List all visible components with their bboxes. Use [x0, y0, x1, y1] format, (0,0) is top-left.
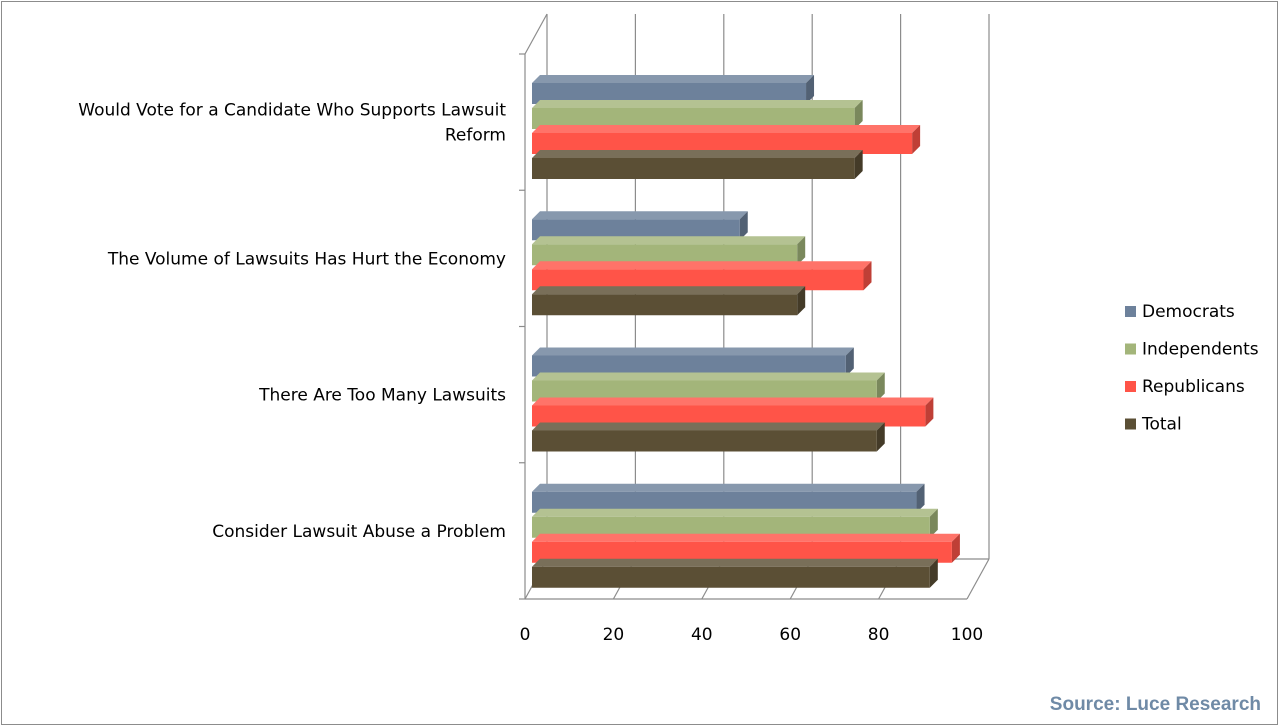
- bar-independents-2: [532, 236, 806, 266]
- bar-top-face: [532, 236, 806, 245]
- floor-gridline: [966, 558, 990, 600]
- bar-top-face: [532, 100, 863, 108]
- bar-end-face: [912, 125, 921, 154]
- bar-end-face: [951, 533, 960, 563]
- legend-swatch: [1125, 343, 1136, 355]
- bar-end-face: [916, 483, 925, 513]
- bar-top-face: [532, 483, 925, 492]
- bar-front-face: [532, 380, 877, 402]
- bars: [532, 75, 960, 588]
- bar-front-face: [532, 133, 913, 154]
- category-labels: Would Vote for a Candidate Who Supports …: [78, 101, 506, 542]
- source-note: Source: Luce Research: [1049, 694, 1261, 715]
- bar-total-2: [532, 286, 806, 316]
- bar-top-face: [532, 286, 806, 295]
- bar-top-face: [532, 75, 815, 83]
- side-wall-top: [524, 13, 548, 55]
- bar-end-face: [845, 347, 854, 377]
- bar-republicans-3: [532, 397, 934, 427]
- category-label: The Volume of Lawsuits Has Hurt the Econ…: [107, 249, 506, 269]
- bar-front-face: [532, 491, 917, 513]
- bar-top-face: [532, 508, 938, 517]
- bar-end-face: [863, 261, 872, 291]
- bar-front-face: [532, 269, 864, 291]
- bar-top-face: [532, 347, 854, 356]
- bar-independents-1: [532, 100, 863, 129]
- bar-democrats-3: [532, 347, 854, 377]
- legend-label: Independents: [1142, 340, 1259, 360]
- bar-end-face: [854, 100, 863, 129]
- bar-end-face: [806, 75, 815, 104]
- bar-end-face: [929, 558, 938, 588]
- bar-end-face: [797, 236, 806, 266]
- bar-front-face: [532, 219, 740, 241]
- bar-front-face: [532, 355, 846, 377]
- x-tick-label: 80: [868, 625, 890, 645]
- bar-democrats-1: [532, 75, 815, 104]
- bar-front-face: [532, 516, 930, 538]
- bar-top-face: [532, 558, 938, 567]
- bar-front-face: [532, 566, 930, 588]
- bar-top-face: [532, 211, 748, 220]
- bar-front-face: [532, 541, 952, 563]
- x-tick-label: 20: [603, 625, 625, 645]
- bar-top-face: [532, 372, 885, 381]
- bar-republicans-1: [532, 125, 921, 154]
- bar-end-face: [925, 397, 934, 427]
- bar-total-4: [532, 558, 938, 588]
- legend-label: Democrats: [1142, 302, 1235, 322]
- bar-total-1: [532, 150, 863, 179]
- bar-republicans-4: [532, 533, 960, 563]
- bar-end-face: [854, 150, 863, 179]
- x-tick-labels: 0 20 40 60 80 100: [520, 625, 984, 645]
- x-tick-label: 60: [779, 625, 801, 645]
- x-tick-label: 0: [520, 625, 531, 645]
- bar-end-face: [876, 422, 885, 452]
- x-tick-label: 100: [951, 625, 983, 645]
- bar-independents-3: [532, 372, 885, 402]
- bar-front-face: [532, 244, 798, 266]
- bar-top-face: [532, 150, 863, 158]
- x-tick-label: 40: [691, 625, 713, 645]
- category-label: There Are Too Many Lawsuits: [258, 386, 506, 406]
- bar-top-face: [532, 125, 921, 133]
- legend-swatch: [1125, 418, 1136, 430]
- bar-front-face: [532, 83, 807, 104]
- bar-top-face: [532, 533, 960, 542]
- bar-front-face: [532, 430, 877, 452]
- bar-front-face: [532, 294, 798, 316]
- bar-end-face: [876, 372, 885, 402]
- bar-end-face: [929, 508, 938, 538]
- legend: Democrats Independents Republicans Total: [1125, 302, 1259, 435]
- category-label: Consider Lawsuit Abuse a Problem: [212, 522, 506, 542]
- bar-independents-4: [532, 508, 938, 538]
- bar-republicans-2: [532, 261, 872, 291]
- bar-front-face: [532, 108, 855, 129]
- legend-label: Republicans: [1142, 377, 1245, 397]
- bar-top-face: [532, 422, 885, 431]
- bar-top-face: [532, 397, 934, 406]
- bar-front-face: [532, 158, 855, 179]
- bar-front-face: [532, 405, 926, 427]
- legend-label: Total: [1141, 415, 1182, 435]
- bar-total-3: [532, 422, 885, 452]
- legend-swatch: [1125, 306, 1136, 317]
- legend-swatch: [1125, 381, 1136, 392]
- bar-top-face: [532, 261, 872, 270]
- bar-democrats-4: [532, 483, 925, 513]
- category-label: Would Vote for a Candidate Who Supports …: [78, 101, 506, 146]
- bar-end-face: [739, 211, 748, 241]
- bar-end-face: [797, 286, 806, 316]
- bar-democrats-2: [532, 211, 748, 241]
